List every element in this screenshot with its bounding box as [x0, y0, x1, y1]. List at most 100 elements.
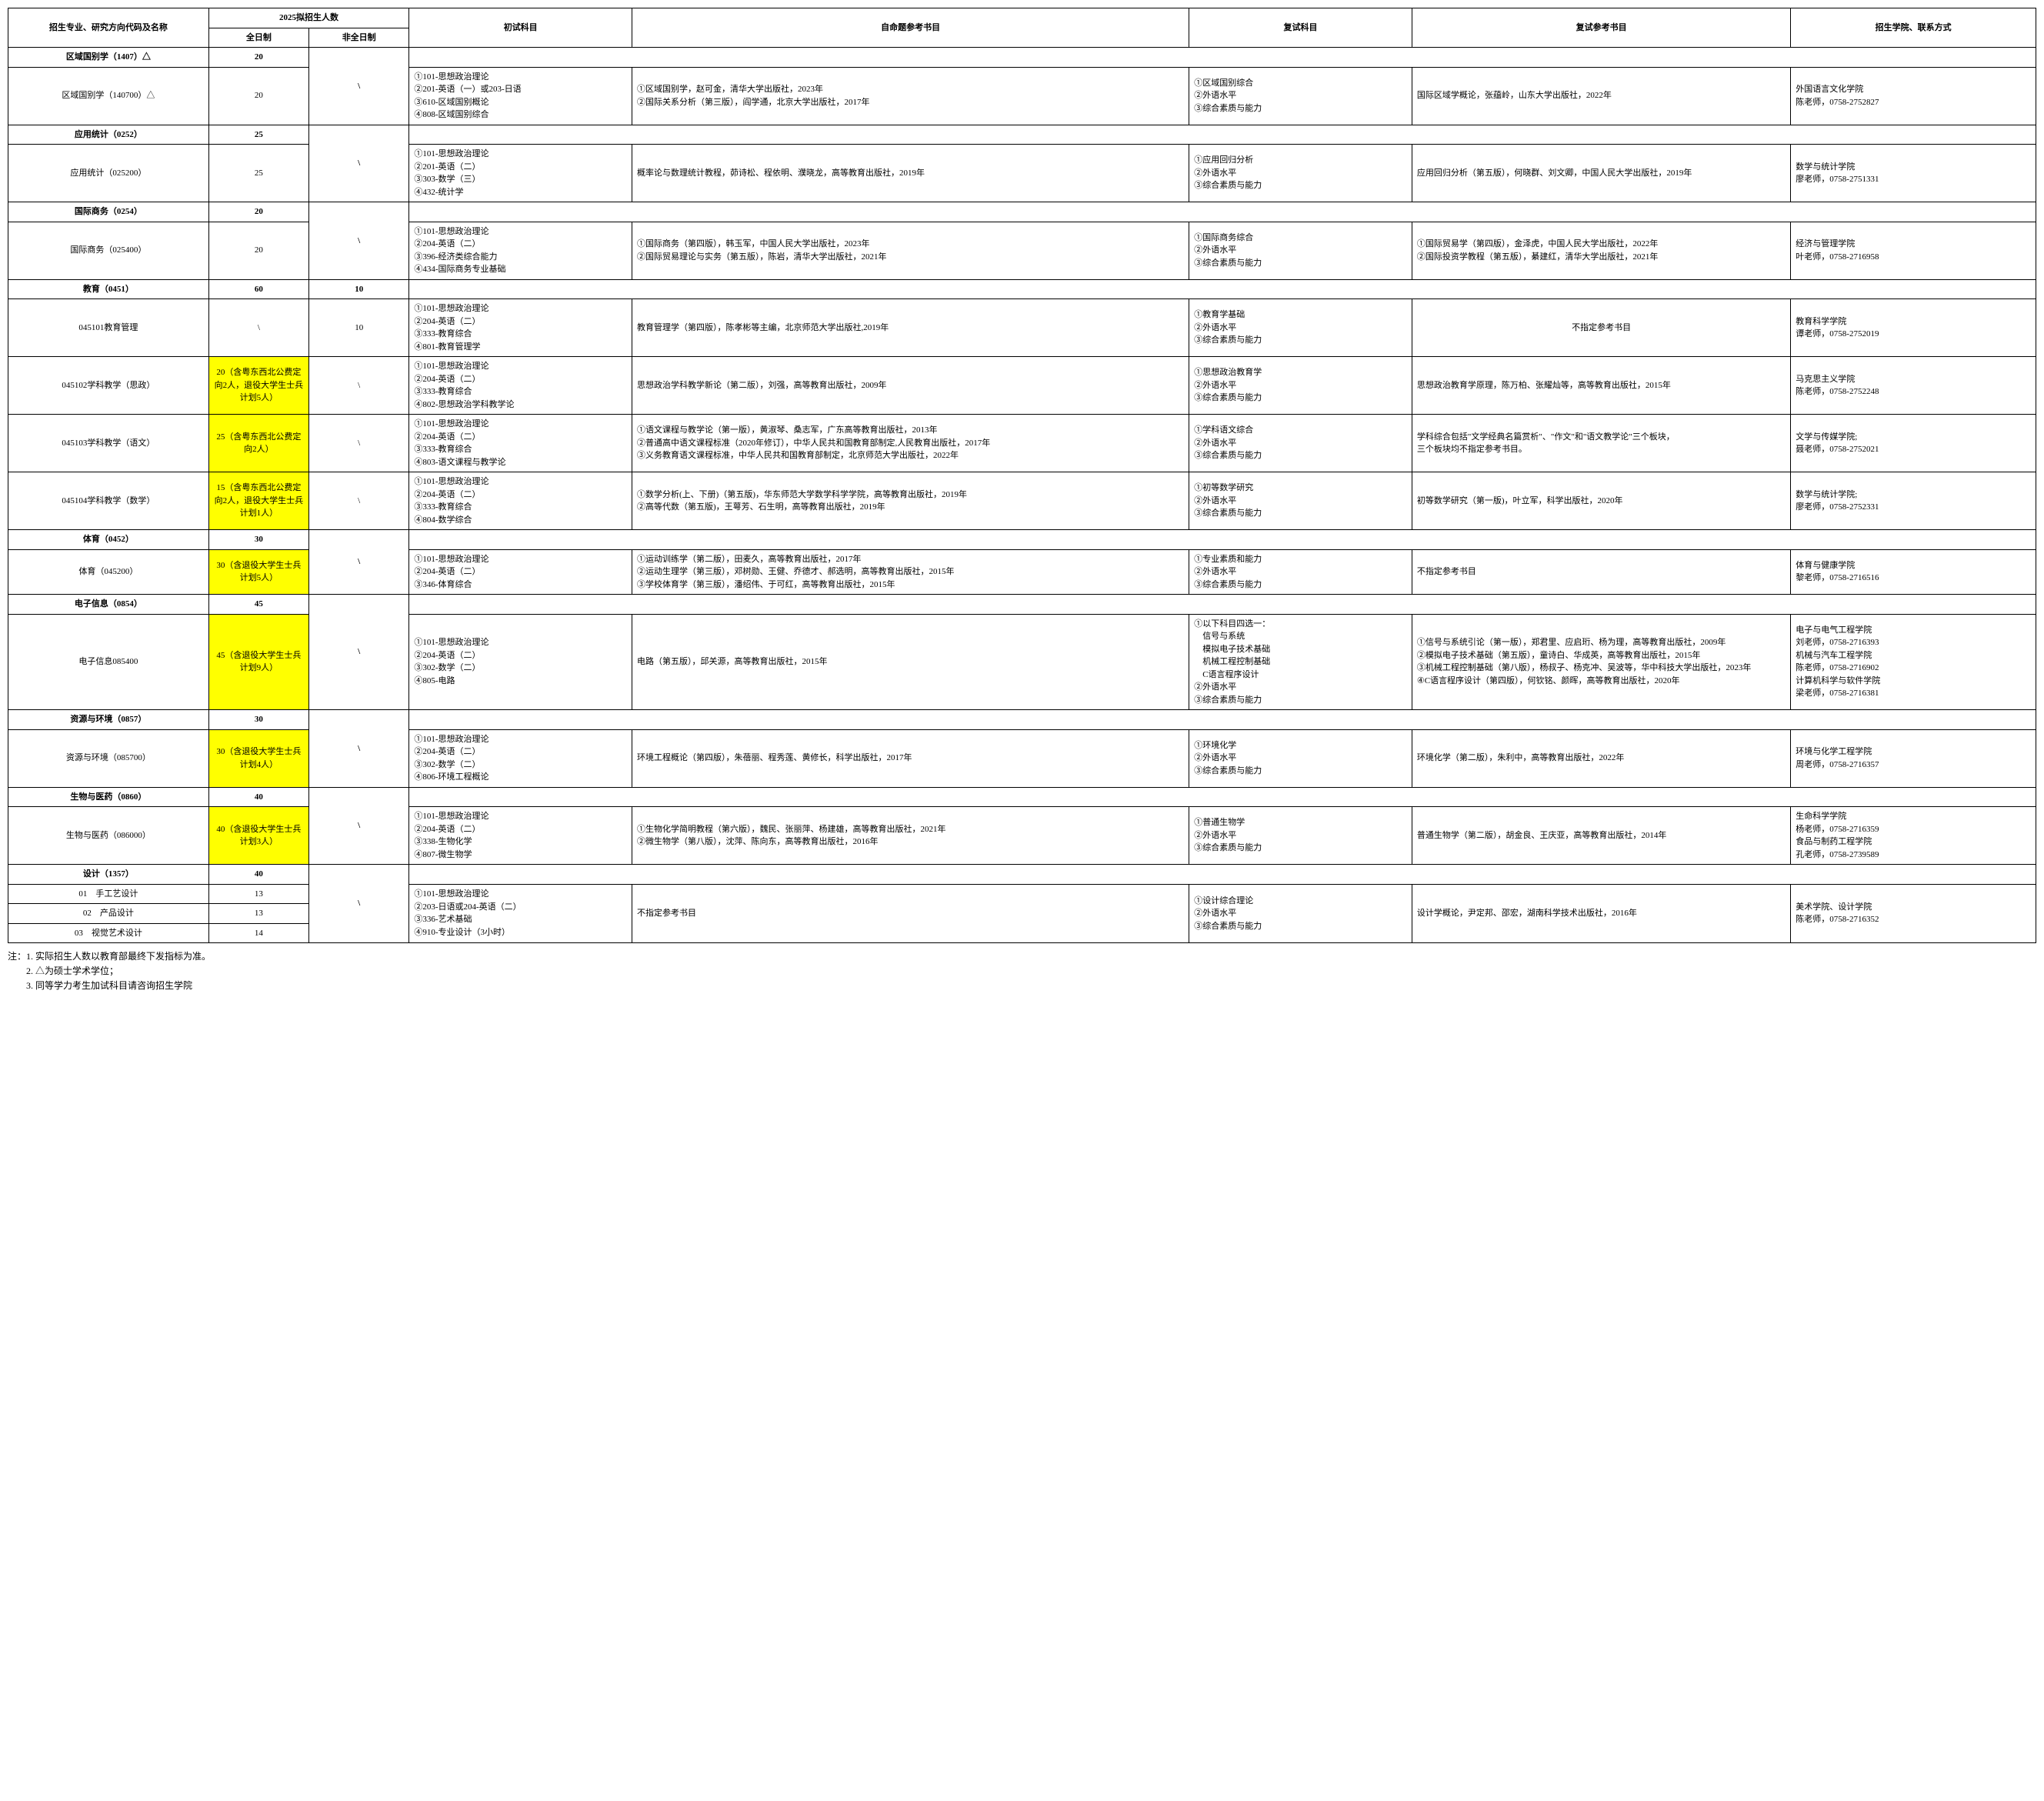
r4b-ft: 20（含粤东西北公费定向2人，退役大学生士兵计划5人）: [208, 357, 308, 415]
h-fulltime: 全日制: [208, 28, 308, 48]
r9-contact: 美术学院、设计学院陈老师，0758-2716352: [1791, 884, 2036, 943]
r7-exam2: ①环境化学②外语水平③综合素质与能力: [1189, 729, 1412, 787]
admissions-table: 招生专业、研究方向代码及名称 2025拟招生人数 初试科目 自命题参考书目 复试…: [8, 8, 2036, 943]
r3-exam2: ①国际商务综合②外语水平③综合素质与能力: [1189, 222, 1412, 279]
r8-ft: 40（含退役大学生士兵计划3人）: [208, 807, 308, 865]
r4d-exam2: ①初等数学研究②外语水平③综合素质与能力: [1189, 472, 1412, 530]
r8-exam2: ①普通生物学②外语水平③综合素质与能力: [1189, 807, 1412, 865]
r4c-contact: 文学与传媒学院;聂老师，0758-2752021: [1791, 415, 2036, 472]
cat2-name: 应用统计（0252）: [8, 125, 209, 145]
r7-pt: \: [309, 710, 409, 788]
r4d-name: 045104学科教学（数学）: [8, 472, 209, 530]
cat2-ft: 25: [208, 125, 308, 145]
r3-pt: \: [309, 202, 409, 280]
r9c-name: 03 视觉艺术设计: [8, 923, 209, 943]
r9a-ft: 13: [208, 884, 308, 904]
r8-name: 生物与医药（086000）: [8, 807, 209, 865]
r6-exam1: ①101-思想政治理论②204-英语（二）③302-数学（二）④805-电路: [409, 614, 632, 710]
r6-name: 电子信息085400: [8, 614, 209, 710]
cat4-ft: 60: [208, 279, 308, 299]
r4c-exam1: ①101-思想政治理论②204-英语（二）③333-教育综合④803-语文课程与…: [409, 415, 632, 472]
r5-contact: 体育与健康学院黎老师，0758-2716516: [1791, 549, 2036, 595]
r7-name: 资源与环境（085700）: [8, 729, 209, 787]
r5-exam2: ①专业素质和能力②外语水平③综合素质与能力: [1189, 549, 1412, 595]
r4c-exam2: ①学科语文综合②外语水平③综合素质与能力: [1189, 415, 1412, 472]
r9b-ft: 13: [208, 904, 308, 924]
r2-contact: 数学与统计学院廖老师，0758-2751331: [1791, 145, 2036, 202]
cat7-name: 资源与环境（0857）: [8, 710, 209, 730]
cat9-ft: 40: [208, 865, 308, 885]
r5-name: 体育（045200）: [8, 549, 209, 595]
r6-pt: \: [309, 595, 409, 710]
r3-exam1: ①101-思想政治理论②204-英语（二）③396-经济类综合能力④434-国际…: [409, 222, 632, 279]
r8-contact: 生命科学学院杨老师，0758-2716359食品与制药工程学院孔老师，0758-…: [1791, 807, 2036, 865]
note-1: 注：1. 实际招生人数以教育部最终下发指标为准。: [8, 949, 2036, 964]
r4b-exam2: ①思想政治教育学②外语水平③综合素质与能力: [1189, 357, 1412, 415]
cat3-ft: 20: [208, 202, 308, 222]
r4a-exam1: ①101-思想政治理论②204-英语（二）③333-教育综合④801-教育管理学: [409, 299, 632, 357]
cat1-blank: [409, 48, 2036, 68]
r4b-pt: \: [309, 357, 409, 415]
r7-ref1: 环境工程概论（第四版），朱蓓丽、程秀莲、黄修长，科学出版社，2017年: [632, 729, 1189, 787]
r8-ref1: ①生物化学简明教程（第六版），魏民、张丽萍、杨建雄，高等教育出版社，2021年②…: [632, 807, 1189, 865]
r4d-exam1: ①101-思想政治理论②204-英语（二）③333-教育综合④804-数学综合: [409, 472, 632, 530]
h-contact: 招生学院、联系方式: [1791, 8, 2036, 48]
r4b-ref1: 思想政治学科教学新论（第二版），刘强，高等教育出版社，2009年: [632, 357, 1189, 415]
r3-contact: 经济与管理学院叶老师，0758-2716958: [1791, 222, 2036, 279]
h-enroll: 2025拟招生人数: [208, 8, 409, 28]
r6-exam2: ①以下科目四选一： 信号与系统 模拟电子技术基础 机械工程控制基础 C语言程序设…: [1189, 614, 1412, 710]
cat4-pt: 10: [309, 279, 409, 299]
cat5-name: 体育（0452）: [8, 530, 209, 550]
r7-ft: 30（含退役大学生士兵计划4人）: [208, 729, 308, 787]
r1-ft: 20: [208, 67, 308, 125]
r5-exam1: ①101-思想政治理论②204-英语（二）③346-体育综合: [409, 549, 632, 595]
cat2-blank: [409, 125, 2036, 145]
r9-ref1: 不指定参考书目: [632, 884, 1189, 943]
r7-contact: 环境与化学工程学院周老师，0758-2716357: [1791, 729, 2036, 787]
cat6-blank: [409, 595, 2036, 615]
r3-name: 国际商务（025400）: [8, 222, 209, 279]
r1-ref1: ①区域国别学，赵可金，清华大学出版社，2023年②国际关系分析（第三版），阎学通…: [632, 67, 1189, 125]
cat3-blank: [409, 202, 2036, 222]
r4a-pt: 10: [309, 299, 409, 357]
r8-ref2: 普通生物学（第二版），胡金良、王庆亚，高等教育出版社，2014年: [1412, 807, 1790, 865]
r4b-exam1: ①101-思想政治理论②204-英语（二）③333-教育综合④802-思想政治学…: [409, 357, 632, 415]
r4d-pt: \: [309, 472, 409, 530]
r4a-ref2: 不指定参考书目: [1412, 299, 1790, 357]
cat8-blank: [409, 787, 2036, 807]
r4c-ft: 25（含粤东西北公费定向2人）: [208, 415, 308, 472]
r4a-exam2: ①教育学基础②外语水平③综合素质与能力: [1189, 299, 1412, 357]
cat6-name: 电子信息（0854）: [8, 595, 209, 615]
r6-ref1: 电路（第五版），邱关源，高等教育出版社，2015年: [632, 614, 1189, 710]
r5-pt: \: [309, 530, 409, 595]
r4c-pt: \: [309, 415, 409, 472]
cat1-ft: 20: [208, 48, 308, 68]
r4b-contact: 马克思主义学院陈老师，0758-2752248: [1791, 357, 2036, 415]
r7-ref2: 环境化学（第二版），朱利中，高等教育出版社，2022年: [1412, 729, 1790, 787]
r4d-contact: 数学与统计学院;廖老师，0758-2752331: [1791, 472, 2036, 530]
r1-exam1: ①101-思想政治理论②201-英语（一）或203-日语③610-区域国别概论④…: [409, 67, 632, 125]
cat9-blank: [409, 865, 2036, 885]
h-exam1: 初试科目: [409, 8, 632, 48]
r4c-ref1: ①语文课程与教学论（第一版），黄淑琴、桑志军，广东高等教育出版社，2013年②普…: [632, 415, 1189, 472]
r9c-ft: 14: [208, 923, 308, 943]
r1-exam2: ①区域国别综合②外语水平③综合素质与能力: [1189, 67, 1412, 125]
r2-ref2: 应用回归分析（第五版），何晓群、刘文卿，中国人民大学出版社，2019年: [1412, 145, 1790, 202]
r1-name: 区域国别学（140700）△: [8, 67, 209, 125]
r2-ft: 25: [208, 145, 308, 202]
r9-exam1: ①101-思想政治理论②203-日语或204-英语（二）③336-艺术基础④91…: [409, 884, 632, 943]
r9b-name: 02 产品设计: [8, 904, 209, 924]
h-ref1: 自命题参考书目: [632, 8, 1189, 48]
r4a-ref1: 教育管理学（第四版），陈孝彬等主编，北京师范大学出版社,2019年: [632, 299, 1189, 357]
r4d-ref2: 初等数学研究（第一版)，叶立军，科学出版社，2020年: [1412, 472, 1790, 530]
r4b-ref2: 思想政治教育学原理，陈万柏、张耀灿等，高等教育出版社，2015年: [1412, 357, 1790, 415]
r8-pt: \: [309, 787, 409, 865]
cat5-blank: [409, 530, 2036, 550]
r2-exam2: ①应用回归分析②外语水平③综合素质与能力: [1189, 145, 1412, 202]
r6-contact: 电子与电气工程学院刘老师，0758-2716393机械与汽车工程学院陈老师，07…: [1791, 614, 2036, 710]
r3-ft: 20: [208, 222, 308, 279]
cat9-name: 设计（1357）: [8, 865, 209, 885]
r7-exam1: ①101-思想政治理论②204-英语（二）③302-数学（二）④806-环境工程…: [409, 729, 632, 787]
r1-contact: 外国语言文化学院陈老师，0758-2752827: [1791, 67, 2036, 125]
note-2: 2. △为硕士学术学位；: [8, 964, 2036, 979]
